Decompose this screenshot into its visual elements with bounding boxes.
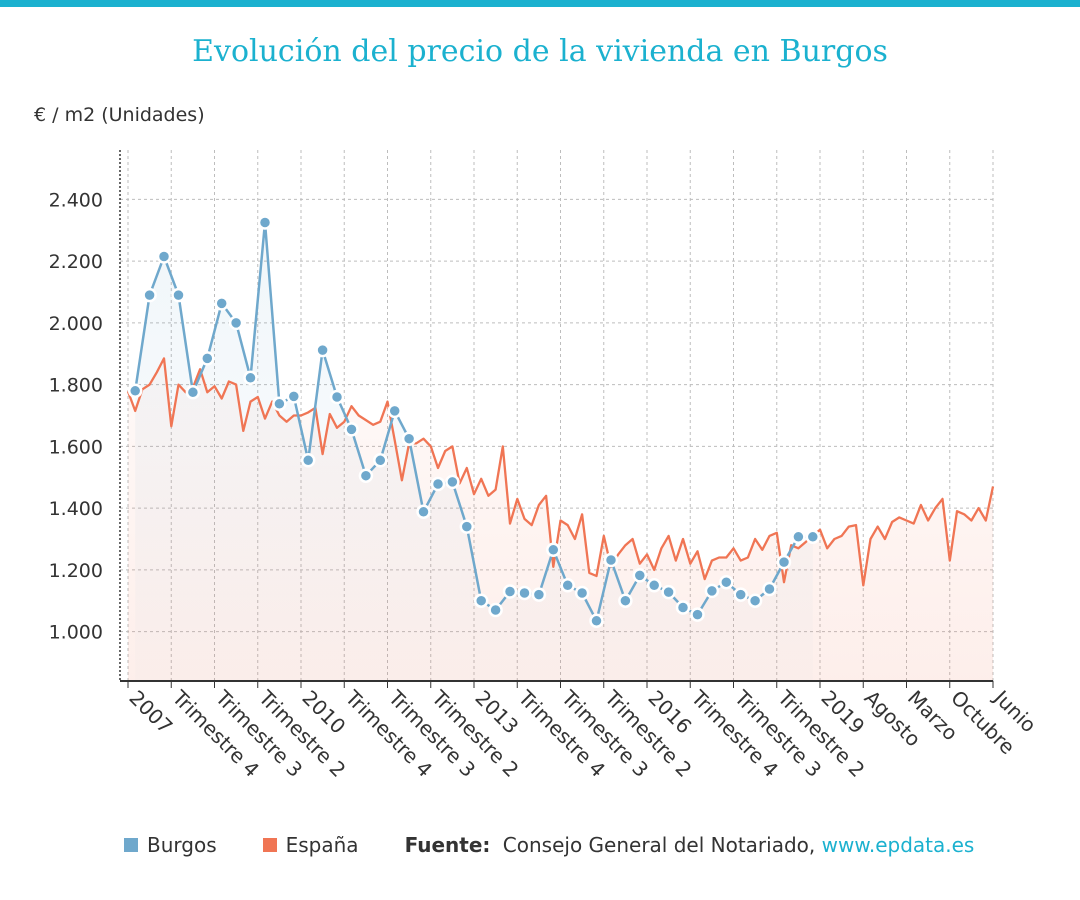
x-tick-label: 2007	[124, 686, 177, 739]
source-text: Consejo General del Notariado,	[502, 833, 816, 857]
legend-label-burgos: Burgos	[147, 833, 217, 857]
data-point-burgos[interactable]	[344, 422, 359, 437]
data-point-burgos[interactable]	[603, 552, 619, 568]
data-point-burgos[interactable]	[416, 504, 431, 520]
legend-item-espana[interactable]: España	[262, 833, 359, 857]
data-point-burgos[interactable]	[329, 389, 345, 405]
y-tick-label: 2.000	[49, 313, 103, 335]
data-point-burgos[interactable]	[719, 574, 734, 590]
source-link[interactable]: www.epdata.es	[821, 833, 975, 857]
legend-swatch-espana	[262, 838, 277, 852]
data-point-burgos[interactable]	[589, 613, 604, 629]
y-tick-label: 2.200	[49, 251, 103, 273]
line-espana	[126, 357, 995, 587]
source-credit: Fuente: Consejo General del Notariado, w…	[405, 833, 975, 857]
data-point-burgos[interactable]	[733, 587, 748, 602]
data-point-burgos[interactable]	[243, 370, 258, 386]
data-point-burgos[interactable]	[546, 542, 561, 558]
data-point-burgos[interactable]	[300, 453, 316, 468]
axes	[119, 150, 994, 688]
data-points	[127, 215, 821, 629]
data-point-burgos[interactable]	[747, 593, 763, 608]
data-point-burgos[interactable]	[228, 315, 244, 331]
data-point-burgos[interactable]	[704, 583, 720, 599]
data-point-burgos[interactable]	[531, 587, 547, 602]
data-point-burgos[interactable]	[373, 453, 388, 468]
data-point-burgos[interactable]	[488, 602, 503, 618]
data-point-burgos[interactable]	[690, 607, 705, 622]
line-chart: 1.000 1.200 1.400 1.600 1.800 2.000 2.200 2.400…	[49, 150, 1041, 782]
top-accent-bar	[0, 0, 1080, 7]
y-tick-label: 1.600	[49, 436, 103, 458]
data-point-burgos[interactable]	[675, 600, 691, 615]
data-point-burgos[interactable]	[257, 215, 273, 230]
area-burgos	[135, 222, 813, 681]
data-point-burgos[interactable]	[142, 287, 157, 303]
data-point-burgos[interactable]	[661, 584, 676, 600]
data-point-burgos[interactable]	[156, 249, 172, 264]
legend-item-burgos[interactable]: Burgos	[124, 833, 217, 857]
data-point-burgos[interactable]	[618, 593, 633, 608]
data-point-burgos[interactable]	[286, 389, 302, 404]
data-point-burgos[interactable]	[445, 474, 460, 490]
data-point-burgos[interactable]	[272, 396, 287, 412]
data-point-burgos[interactable]	[502, 584, 518, 599]
data-point-burgos[interactable]	[459, 519, 475, 534]
area-fills	[128, 222, 993, 681]
y-tick-label: 1.400	[49, 498, 103, 520]
y-tick-label: 1.000	[49, 622, 103, 644]
data-point-burgos[interactable]	[214, 296, 229, 311]
data-point-burgos[interactable]	[401, 431, 417, 446]
y-axis-unit-label: € / m2 (Unidades)	[34, 104, 205, 126]
data-point-burgos[interactable]	[632, 568, 648, 583]
data-point-burgos[interactable]	[776, 554, 792, 570]
data-point-burgos[interactable]	[517, 585, 532, 601]
legend-label-espana: España	[285, 833, 359, 857]
data-point-burgos[interactable]	[646, 578, 662, 593]
data-point-burgos[interactable]	[805, 529, 821, 545]
data-point-burgos[interactable]	[791, 529, 806, 545]
data-point-burgos[interactable]	[200, 351, 215, 366]
source-label: Fuente:	[404, 833, 491, 857]
data-point-burgos[interactable]	[430, 476, 446, 492]
data-point-burgos[interactable]	[574, 585, 590, 601]
data-point-burgos[interactable]	[387, 403, 402, 419]
legend: Burgos España Fuente: Consejo General de…	[124, 830, 974, 860]
data-point-burgos[interactable]	[171, 287, 186, 303]
legend-swatch-burgos	[124, 838, 138, 852]
chart-title: Evolución del precio de la vivienda en B…	[192, 34, 888, 69]
data-point-burgos[interactable]	[560, 578, 575, 593]
data-point-burgos[interactable]	[185, 385, 201, 400]
y-tick-label: 1.800	[49, 375, 103, 397]
data-point-burgos[interactable]	[473, 593, 489, 608]
y-tick-label: 2.400	[49, 189, 103, 211]
y-tick-label: 1.200	[49, 560, 103, 582]
data-point-burgos[interactable]	[762, 581, 777, 597]
data-point-burgos[interactable]	[358, 468, 374, 483]
data-point-burgos[interactable]	[315, 342, 330, 358]
data-point-burgos[interactable]	[127, 383, 143, 399]
